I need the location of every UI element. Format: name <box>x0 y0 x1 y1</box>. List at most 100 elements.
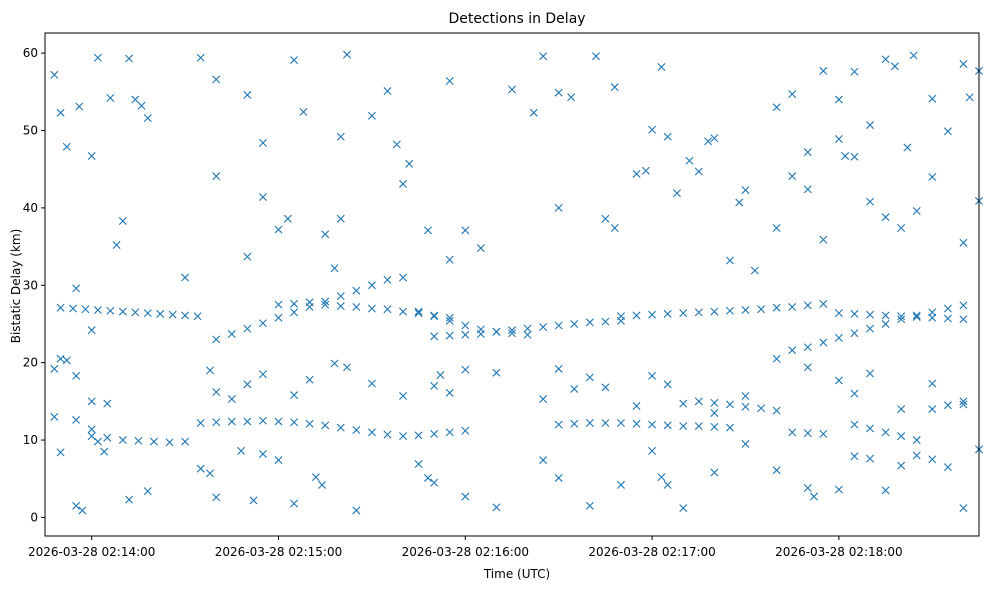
data-point <box>592 52 601 61</box>
data-point <box>928 313 937 322</box>
data-point <box>694 422 703 431</box>
data-point <box>383 430 392 439</box>
data-point <box>529 108 538 117</box>
data-point <box>258 370 267 379</box>
data-point <box>106 306 115 315</box>
data-point <box>430 332 439 341</box>
data-point <box>274 417 283 426</box>
data-point <box>881 486 890 495</box>
data-point <box>897 405 906 414</box>
data-point <box>585 501 594 510</box>
data-point <box>834 485 843 494</box>
data-point <box>567 93 576 102</box>
data-point <box>212 335 221 344</box>
data-point <box>62 142 71 151</box>
data-point <box>710 422 719 431</box>
data-point <box>336 302 345 311</box>
data-point <box>959 238 968 247</box>
data-point <box>710 134 719 143</box>
data-point <box>685 156 694 165</box>
data-point <box>274 225 283 234</box>
data-point <box>399 307 408 316</box>
data-point <box>679 309 688 318</box>
data-point <box>118 307 127 316</box>
data-point <box>554 321 563 330</box>
data-point <box>819 299 828 308</box>
data-point <box>803 301 812 310</box>
data-point <box>290 499 299 508</box>
chart-title: Detections in Delay <box>448 11 585 27</box>
data-point <box>399 391 408 400</box>
data-point <box>50 364 59 373</box>
data-point <box>663 380 672 389</box>
data-point <box>436 371 445 380</box>
data-point <box>834 376 843 385</box>
data-point <box>725 423 734 432</box>
data-point <box>741 402 750 411</box>
data-point <box>523 324 532 333</box>
x-axis: 2026-03-28 02:14:00 2026-03-28 02:15:00 20… <box>28 536 903 559</box>
data-point <box>69 304 78 313</box>
data-point <box>399 179 408 188</box>
data-point <box>274 456 283 465</box>
data-point <box>423 473 432 482</box>
data-point <box>772 224 781 232</box>
data-point <box>673 189 681 198</box>
data-point <box>56 354 65 363</box>
y-axis-label: Bistatic Delay (km) <box>9 229 23 344</box>
data-point <box>93 306 102 315</box>
data-point <box>243 417 252 426</box>
data-point <box>523 330 532 339</box>
data-point <box>710 408 719 417</box>
data-point <box>72 501 81 510</box>
data-point <box>212 388 221 397</box>
data-point <box>834 333 843 342</box>
data-point <box>343 50 351 59</box>
data-point <box>414 431 423 440</box>
data-point <box>803 363 812 372</box>
data-point <box>290 299 299 308</box>
data-point <box>539 323 548 332</box>
data-point <box>601 383 610 392</box>
data-point <box>803 343 812 352</box>
data-point <box>834 309 843 318</box>
data-point <box>881 428 890 437</box>
data-point <box>367 304 376 313</box>
data-point <box>352 286 361 295</box>
data-point <box>788 346 797 355</box>
data-point <box>585 373 594 382</box>
data-point <box>290 418 299 427</box>
data-point <box>539 456 548 465</box>
x-tick-label: 2026-03-28 02:14:00 <box>28 545 155 559</box>
data-point <box>912 451 921 460</box>
data-point <box>912 311 921 320</box>
data-point <box>881 213 890 222</box>
y-tick-label: 20 <box>23 356 38 370</box>
data-point <box>131 308 140 317</box>
data-point <box>616 312 625 321</box>
data-point <box>311 473 320 482</box>
data-point <box>78 506 87 515</box>
data-point <box>772 406 781 415</box>
data-point <box>196 419 205 428</box>
data-point <box>679 399 688 408</box>
data-point <box>710 468 719 477</box>
data-point <box>539 52 548 61</box>
data-point <box>430 311 439 320</box>
data-point <box>881 55 890 64</box>
data-point <box>181 273 190 282</box>
data-point <box>72 371 81 380</box>
data-point <box>414 307 423 316</box>
data-point <box>632 169 641 178</box>
data-point <box>352 302 361 311</box>
y-tick-label: 0 <box>30 510 38 524</box>
data-point <box>367 379 376 388</box>
data-point <box>866 197 875 206</box>
data-point <box>881 319 890 328</box>
x-tick-label: 2026-03-28 02:15:00 <box>215 545 342 559</box>
data-point <box>476 330 485 339</box>
data-point <box>943 463 952 472</box>
y-tick-label: 50 <box>23 124 38 138</box>
data-point <box>305 419 314 428</box>
data-point <box>352 506 361 515</box>
